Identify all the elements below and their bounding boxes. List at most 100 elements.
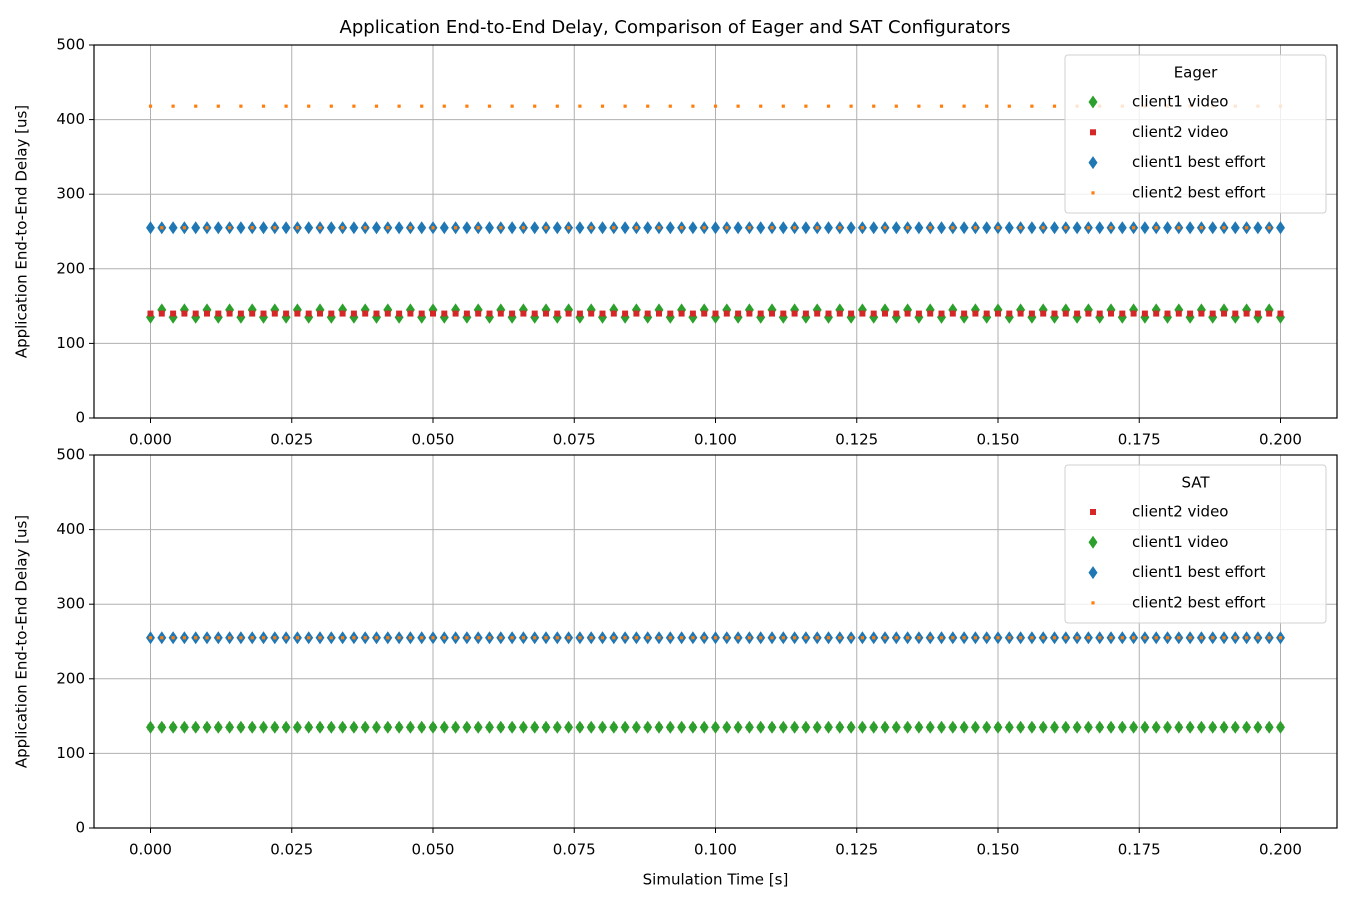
plot-area <box>146 104 1285 324</box>
data-point <box>1276 221 1285 235</box>
data-point <box>970 720 980 734</box>
data-point <box>915 310 922 317</box>
data-point <box>1140 221 1150 235</box>
data-point <box>168 221 178 235</box>
data-point <box>600 104 605 108</box>
data-point <box>374 636 379 640</box>
data-point <box>725 226 729 230</box>
data-point <box>665 720 675 734</box>
data-point <box>733 221 743 235</box>
data-point <box>1132 226 1136 230</box>
data-point <box>191 720 201 734</box>
data-point <box>736 104 740 108</box>
data-point <box>349 221 359 235</box>
data-point <box>744 720 754 734</box>
x-tick-label: 0.050 <box>412 431 455 449</box>
data-point <box>1040 310 1047 317</box>
y-tick-label: 0 <box>75 819 85 837</box>
data-point <box>281 221 291 235</box>
data-point <box>939 636 944 640</box>
data-point <box>1062 310 1069 317</box>
data-point <box>756 221 766 235</box>
data-point <box>442 636 446 640</box>
data-point <box>1267 636 1271 640</box>
data-point <box>341 636 345 640</box>
data-point <box>326 221 336 235</box>
data-point <box>633 310 640 317</box>
data-point <box>439 720 449 734</box>
data-point <box>589 636 593 640</box>
data-point <box>352 636 356 640</box>
data-point <box>1245 226 1249 230</box>
data-point <box>352 104 356 108</box>
data-point <box>917 636 921 640</box>
y-tick-label: 200 <box>56 259 85 277</box>
data-point <box>883 226 887 230</box>
data-point <box>386 226 390 230</box>
x-tick-label: 0.100 <box>694 841 737 859</box>
data-point <box>485 720 494 734</box>
data-point <box>891 221 901 235</box>
data-point <box>157 720 167 734</box>
data-point <box>1095 720 1105 734</box>
data-point <box>1064 226 1068 230</box>
axes-frame <box>93 454 1338 829</box>
data-point <box>623 636 627 640</box>
data-point <box>1108 310 1114 317</box>
data-point <box>646 104 650 108</box>
legend-marker <box>1088 535 1098 549</box>
data-point <box>838 226 842 230</box>
data-point <box>247 720 257 734</box>
data-point <box>600 636 605 640</box>
data-point <box>691 104 695 108</box>
data-point <box>394 221 404 235</box>
data-point <box>294 310 301 317</box>
data-point <box>465 636 469 640</box>
data-point <box>665 221 675 235</box>
data-point <box>711 221 720 235</box>
data-point <box>1130 310 1137 317</box>
data-point <box>213 221 223 235</box>
data-point <box>317 310 323 317</box>
x-tick-label: 0.150 <box>977 841 1020 859</box>
data-point <box>496 720 506 734</box>
y-tick-label: 200 <box>56 669 85 687</box>
data-point <box>793 226 797 230</box>
data-point <box>499 226 503 230</box>
y-tick-label: 100 <box>56 334 85 352</box>
x-axis-label: Simulation Time [s] <box>643 871 789 889</box>
data-point <box>1163 720 1172 734</box>
data-point <box>304 221 314 235</box>
data-point <box>825 310 832 317</box>
data-point <box>677 720 687 734</box>
data-point <box>996 226 1000 230</box>
data-point <box>680 226 684 230</box>
data-point <box>1253 221 1263 235</box>
data-point <box>1098 636 1102 640</box>
data-point <box>1233 636 1237 640</box>
data-point <box>1163 221 1172 235</box>
data-point <box>1086 636 1090 640</box>
x-tick-label: 0.150 <box>977 431 1020 449</box>
data-point <box>937 720 946 734</box>
data-point <box>667 310 674 317</box>
data-point <box>1154 636 1158 640</box>
data-point <box>194 104 198 108</box>
data-point <box>236 221 246 235</box>
data-point <box>518 720 528 734</box>
data-point <box>270 720 280 734</box>
data-point <box>575 720 585 734</box>
legend-marker <box>1090 129 1096 136</box>
data-point <box>985 636 989 640</box>
data-point <box>373 310 380 317</box>
data-point <box>961 310 968 317</box>
data-point <box>1106 720 1116 734</box>
y-tick-label: 300 <box>56 595 85 613</box>
data-point <box>1253 720 1263 734</box>
data-point <box>959 720 969 734</box>
data-point <box>688 221 698 235</box>
data-point <box>882 310 888 317</box>
data-point <box>1277 310 1284 317</box>
data-point <box>668 104 672 108</box>
data-point <box>995 310 1001 317</box>
